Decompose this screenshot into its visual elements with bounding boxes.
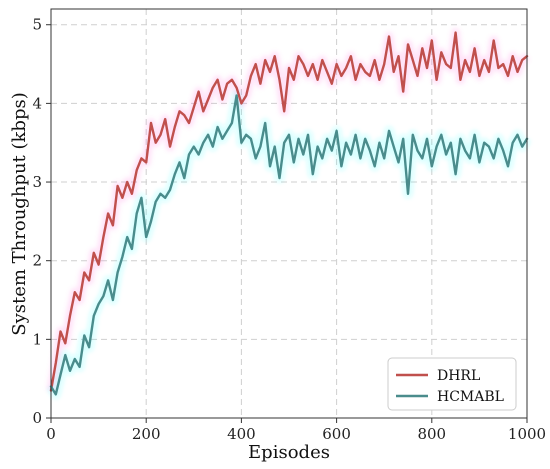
x-axis-ticks: 0 200 400 600 800 1000 bbox=[46, 418, 546, 443]
x-tick-label: 400 bbox=[227, 425, 256, 443]
x-tick-label: 200 bbox=[132, 425, 161, 443]
series-shadow-dhrl bbox=[46, 28, 530, 392]
y-tick-label: 5 bbox=[32, 16, 42, 34]
x-axis-title: Episodes bbox=[248, 442, 330, 463]
legend: DHRL HCMABL bbox=[387, 357, 517, 411]
series-shadows bbox=[46, 28, 531, 399]
y-axis-ticks: 0 1 2 3 4 5 bbox=[32, 16, 51, 427]
x-tick-label: 1000 bbox=[508, 425, 546, 443]
y-tick-label: 0 bbox=[32, 409, 42, 427]
series-line-dhrl bbox=[49, 31, 529, 392]
y-axis-title: System Throughput (kbps) bbox=[9, 92, 30, 335]
y-tick-label: 2 bbox=[32, 252, 42, 270]
legend-label-dhrl: DHRL bbox=[437, 368, 480, 384]
x-tick-label: 0 bbox=[46, 425, 56, 443]
y-tick-label: 4 bbox=[32, 94, 42, 112]
legend-label-hcmabl: HCMABL bbox=[437, 389, 504, 405]
series-lines bbox=[49, 31, 529, 396]
series-line-hcmabl bbox=[49, 94, 529, 396]
x-tick-label: 600 bbox=[322, 425, 351, 443]
y-tick-label: 1 bbox=[32, 330, 42, 348]
plot-area-frame bbox=[50, 8, 528, 419]
y-tick-label: 3 bbox=[32, 173, 42, 191]
x-tick-label: 800 bbox=[417, 425, 446, 443]
